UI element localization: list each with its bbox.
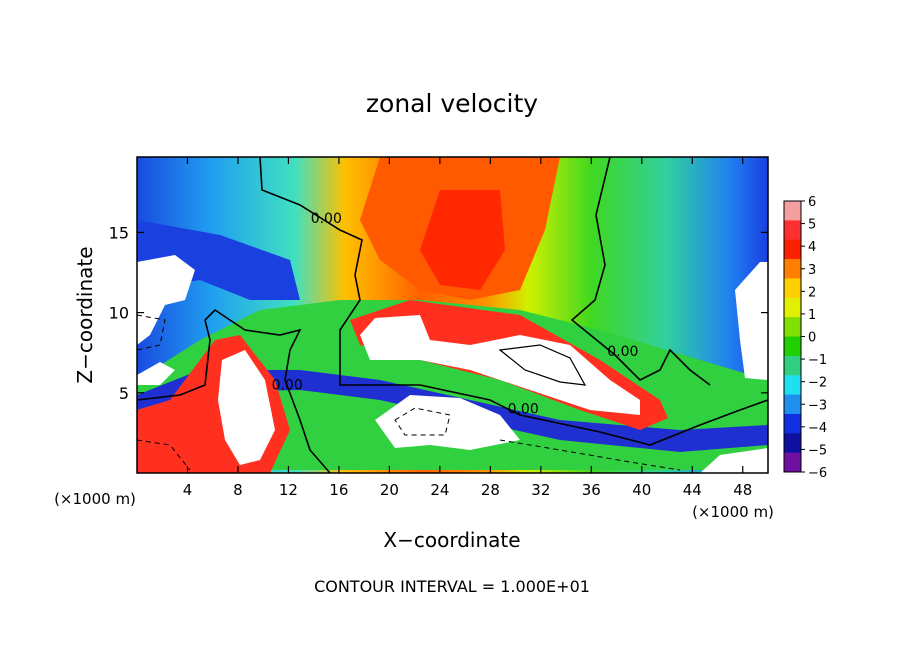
colorbar-swatch [784, 433, 801, 454]
x-tick-label: 36 [582, 481, 601, 499]
plot-frame [136, 156, 769, 474]
colorbar-swatch [784, 239, 801, 260]
contour-interval-note: CONTOUR INTERVAL = 1.000E+01 [314, 577, 590, 596]
colorbar-tick-label: 0 [808, 331, 816, 346]
y-axis-ticks: 5 10 15 [109, 223, 768, 403]
x-axis-label: X−coordinate [383, 528, 520, 552]
colorbar-swatch [784, 336, 801, 357]
colorbar-swatch [784, 220, 801, 241]
closed-contour-center [498, 344, 587, 386]
colorbar-swatch [784, 278, 801, 299]
x-tick-label: 16 [329, 481, 348, 499]
colorbar-tick-label: 2 [808, 285, 816, 300]
masked-region-west-low [137, 362, 175, 385]
x-tick-label: 12 [279, 481, 298, 499]
colorbar-tick-label: 6 [808, 195, 816, 210]
zero-contours [137, 157, 768, 473]
x-axis-unit-right: (×1000 m) [692, 503, 774, 521]
colorbar-swatch [784, 394, 801, 415]
masked-region-tongue [218, 350, 275, 465]
contour-label: 0.00 [508, 402, 539, 418]
x-tick-label: 20 [380, 481, 399, 499]
negative-contours [137, 314, 681, 471]
warm-core-inner [420, 190, 505, 290]
colorbar-swatch [784, 355, 801, 376]
masked-region-center [360, 315, 640, 415]
colorbar-tick-label: 5 [808, 218, 816, 233]
y-tick-label: 15 [109, 223, 129, 242]
colorbar-tick-label: −1 [808, 353, 827, 368]
colorbar-swatch [784, 201, 801, 221]
contour-label: 0.00 [607, 344, 638, 360]
colorbar-swatch [784, 259, 801, 279]
colorbar-swatch [784, 413, 801, 434]
x-tick-label: 32 [531, 481, 550, 499]
colorbar-tick-label: −6 [808, 466, 827, 481]
masked-region-west [137, 255, 195, 345]
colorbar-swatch [784, 375, 801, 396]
y-axis-label: Z−coordinate [73, 246, 97, 383]
x-tick-label: 4 [183, 481, 193, 499]
y-tick-label: 10 [109, 304, 129, 323]
colorbar-swatch [784, 452, 801, 473]
x-tick-label: 28 [481, 481, 500, 499]
colorbar-tick-label: −3 [808, 398, 827, 413]
x-axis-ticks: 4 8 12 16 20 24 28 32 36 40 44 48 [183, 157, 752, 499]
x-tick-label: 8 [233, 481, 243, 499]
masked-region-low-center [375, 395, 520, 450]
colorbar-swatch [784, 317, 801, 337]
colorbar-tick-label: 4 [808, 240, 816, 255]
x-tick-label: 48 [733, 481, 752, 499]
contour-labels: 0.00 0.00 0.00 0.00 [272, 211, 639, 418]
x-axis-unit-left: (×1000 m) [54, 490, 136, 508]
colorbar: 6 5 4 3 2 1 0 −1 −2 −3 −4 −5 −6 [783, 195, 827, 481]
x-tick-label: 40 [632, 481, 651, 499]
colorbar-tick-label: −5 [808, 443, 827, 458]
chart-title: zonal velocity [366, 89, 538, 118]
plot-area: 0.00 0.00 0.00 0.00 [137, 157, 768, 473]
contour-label: 0.00 [272, 378, 303, 394]
colorbar-swatch [784, 297, 801, 318]
colorbar-tick-label: 1 [808, 308, 816, 323]
masked-region-bottom-east [700, 448, 768, 473]
colorbar-tick-label: −4 [808, 421, 827, 436]
masked-region-east [735, 262, 768, 380]
x-tick-label: 24 [430, 481, 449, 499]
y-tick-label: 5 [119, 384, 129, 403]
colorbar-tick-label: 3 [808, 263, 816, 278]
x-tick-label: 44 [683, 481, 702, 499]
contour-label: 0.00 [311, 211, 342, 227]
colorbar-tick-label: −2 [808, 376, 827, 391]
